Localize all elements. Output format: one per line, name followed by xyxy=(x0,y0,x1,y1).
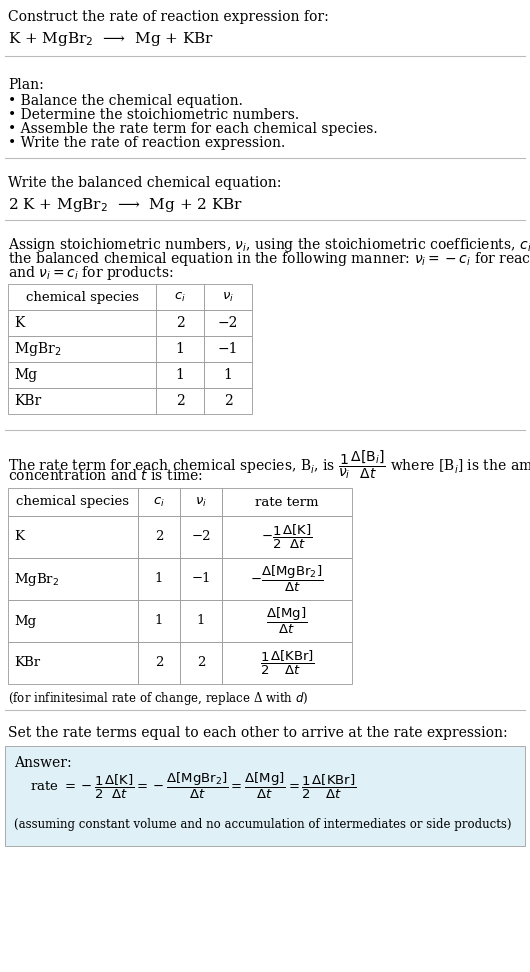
Bar xyxy=(222,516,352,558)
Text: 2 K + MgBr$_2$  ⟶  Mg + 2 KBr: 2 K + MgBr$_2$ ⟶ Mg + 2 KBr xyxy=(8,196,243,214)
Text: $-\dfrac{\Delta[\mathrm{MgBr_2}]}{\Delta t}$: $-\dfrac{\Delta[\mathrm{MgBr_2}]}{\Delta… xyxy=(250,564,324,594)
Bar xyxy=(8,336,156,362)
Text: K: K xyxy=(14,531,24,543)
Bar xyxy=(8,284,156,310)
Bar xyxy=(156,336,204,362)
Text: 1: 1 xyxy=(197,614,205,628)
Text: chemical species: chemical species xyxy=(16,496,129,508)
Text: The rate term for each chemical species, B$_i$, is $\dfrac{1}{\nu_i}\dfrac{\Delt: The rate term for each chemical species,… xyxy=(8,448,530,481)
Bar xyxy=(180,488,222,516)
Text: 2: 2 xyxy=(175,394,184,408)
Text: 1: 1 xyxy=(155,614,163,628)
Bar xyxy=(8,642,138,684)
Bar xyxy=(156,284,204,310)
Bar xyxy=(204,284,252,310)
Text: K + MgBr$_2$  ⟶  Mg + KBr: K + MgBr$_2$ ⟶ Mg + KBr xyxy=(8,30,214,48)
Text: Write the balanced chemical equation:: Write the balanced chemical equation: xyxy=(8,176,281,190)
Text: KBr: KBr xyxy=(14,394,41,408)
Bar xyxy=(222,488,352,516)
Bar xyxy=(156,362,204,388)
Text: 2: 2 xyxy=(155,531,163,543)
Text: $\nu_i$: $\nu_i$ xyxy=(222,291,234,303)
Bar xyxy=(8,362,156,388)
Bar xyxy=(204,310,252,336)
Text: the balanced chemical equation in the following manner: $\nu_i = -c_i$ for react: the balanced chemical equation in the fo… xyxy=(8,250,530,268)
Bar xyxy=(180,600,222,642)
Bar xyxy=(138,558,180,600)
Text: −2: −2 xyxy=(218,316,238,330)
Bar xyxy=(5,746,525,846)
Bar xyxy=(8,388,156,414)
Text: rate $= -\dfrac{1}{2}\dfrac{\Delta[\mathrm{K}]}{\Delta t} = -\dfrac{\Delta[\math: rate $= -\dfrac{1}{2}\dfrac{\Delta[\math… xyxy=(30,771,357,801)
Text: Set the rate terms equal to each other to arrive at the rate expression:: Set the rate terms equal to each other t… xyxy=(8,726,508,740)
Text: K: K xyxy=(14,316,24,330)
Bar xyxy=(8,600,138,642)
Bar xyxy=(222,600,352,642)
Text: MgBr$_2$: MgBr$_2$ xyxy=(14,340,61,358)
Bar xyxy=(138,600,180,642)
Text: $-\dfrac{1}{2}\dfrac{\Delta[\mathrm{K}]}{\Delta t}$: $-\dfrac{1}{2}\dfrac{\Delta[\mathrm{K}]}… xyxy=(261,523,313,551)
Text: KBr: KBr xyxy=(14,656,40,670)
Text: Plan:: Plan: xyxy=(8,78,44,92)
Text: 1: 1 xyxy=(155,573,163,585)
Bar xyxy=(156,310,204,336)
Text: 1: 1 xyxy=(175,368,184,382)
Text: $\nu_i$: $\nu_i$ xyxy=(195,496,207,508)
Bar xyxy=(204,362,252,388)
Text: Construct the rate of reaction expression for:: Construct the rate of reaction expressio… xyxy=(8,10,329,24)
Text: (for infinitesimal rate of change, replace Δ with $d$): (for infinitesimal rate of change, repla… xyxy=(8,690,308,707)
Bar xyxy=(138,488,180,516)
Text: −1: −1 xyxy=(218,342,238,356)
Text: Answer:: Answer: xyxy=(14,756,72,770)
Text: • Assemble the rate term for each chemical species.: • Assemble the rate term for each chemic… xyxy=(8,122,377,136)
Bar xyxy=(8,558,138,600)
Bar xyxy=(222,558,352,600)
Text: $c_i$: $c_i$ xyxy=(174,291,186,303)
Text: 2: 2 xyxy=(175,316,184,330)
Text: and $\nu_i = c_i$ for products:: and $\nu_i = c_i$ for products: xyxy=(8,264,173,282)
Bar xyxy=(8,310,156,336)
Bar xyxy=(222,642,352,684)
Text: chemical species: chemical species xyxy=(25,291,138,303)
Text: −2: −2 xyxy=(191,531,211,543)
Bar xyxy=(138,516,180,558)
Text: $\dfrac{\Delta[\mathrm{Mg}]}{\Delta t}$: $\dfrac{\Delta[\mathrm{Mg}]}{\Delta t}$ xyxy=(267,606,307,636)
Text: Mg: Mg xyxy=(14,614,36,628)
Bar xyxy=(8,516,138,558)
Text: 1: 1 xyxy=(224,368,233,382)
Text: rate term: rate term xyxy=(255,496,319,508)
Text: $c_i$: $c_i$ xyxy=(153,496,165,508)
Text: −1: −1 xyxy=(191,573,211,585)
Bar xyxy=(8,488,138,516)
Text: Assign stoichiometric numbers, $\nu_i$, using the stoichiometric coefficients, $: Assign stoichiometric numbers, $\nu_i$, … xyxy=(8,236,530,254)
Bar xyxy=(180,516,222,558)
Text: • Balance the chemical equation.: • Balance the chemical equation. xyxy=(8,94,243,108)
Text: 1: 1 xyxy=(175,342,184,356)
Bar xyxy=(204,388,252,414)
Bar xyxy=(156,388,204,414)
Bar xyxy=(180,642,222,684)
Text: (assuming constant volume and no accumulation of intermediates or side products): (assuming constant volume and no accumul… xyxy=(14,818,511,831)
Text: Mg: Mg xyxy=(14,368,37,382)
Text: 2: 2 xyxy=(155,656,163,670)
Bar xyxy=(138,642,180,684)
Text: 2: 2 xyxy=(197,656,205,670)
Text: • Write the rate of reaction expression.: • Write the rate of reaction expression. xyxy=(8,136,285,150)
Text: 2: 2 xyxy=(224,394,232,408)
Text: $\dfrac{1}{2}\dfrac{\Delta[\mathrm{KBr}]}{\Delta t}$: $\dfrac{1}{2}\dfrac{\Delta[\mathrm{KBr}]… xyxy=(260,649,314,677)
Bar xyxy=(204,336,252,362)
Bar xyxy=(180,558,222,600)
Text: MgBr$_2$: MgBr$_2$ xyxy=(14,571,59,587)
Text: concentration and $t$ is time:: concentration and $t$ is time: xyxy=(8,468,203,483)
Text: • Determine the stoichiometric numbers.: • Determine the stoichiometric numbers. xyxy=(8,108,299,122)
